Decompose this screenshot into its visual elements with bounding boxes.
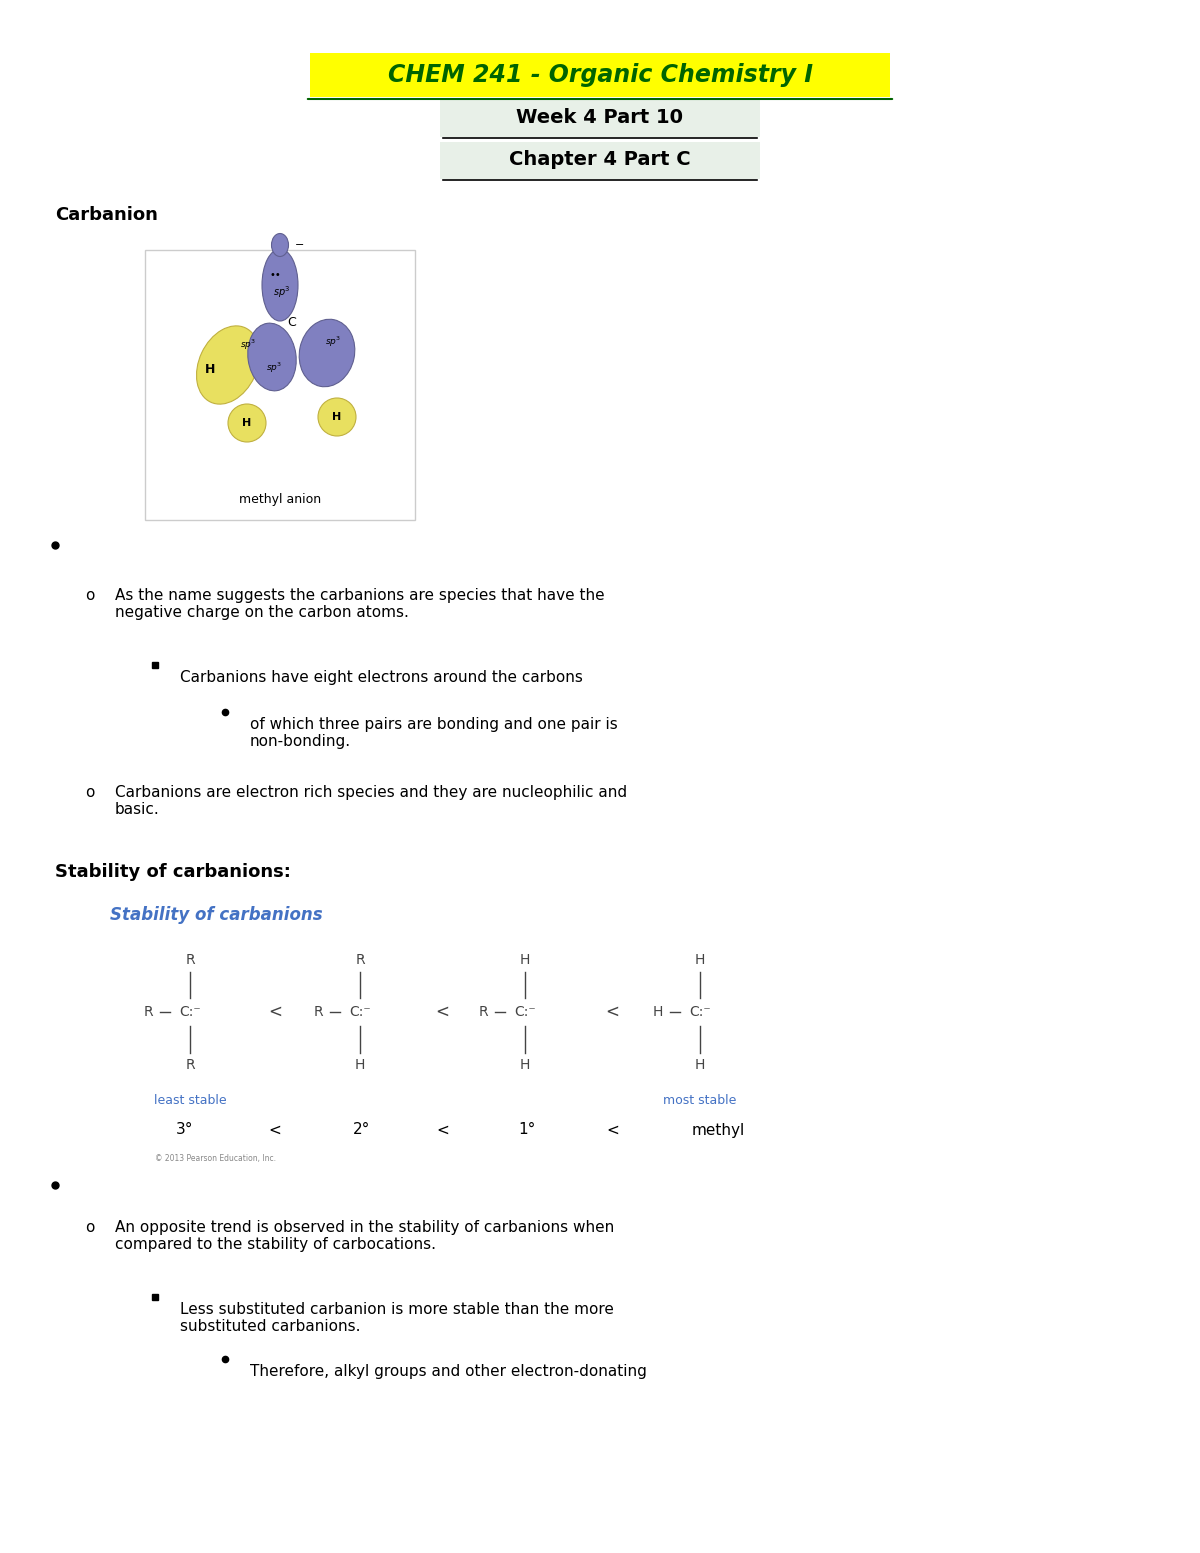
- Text: C:⁻: C:⁻: [514, 1005, 536, 1019]
- Text: 3°: 3°: [176, 1123, 193, 1137]
- Text: least stable: least stable: [154, 1093, 227, 1106]
- Ellipse shape: [247, 323, 296, 391]
- Text: C: C: [288, 317, 296, 329]
- Text: methyl anion: methyl anion: [239, 492, 322, 506]
- Text: $sp^3$: $sp^3$: [266, 360, 282, 376]
- Text: C:⁻: C:⁻: [689, 1005, 710, 1019]
- Text: R: R: [185, 954, 194, 968]
- Text: C:⁻: C:⁻: [349, 1005, 371, 1019]
- Text: <: <: [436, 1123, 449, 1137]
- Text: H: H: [520, 1058, 530, 1072]
- Text: <: <: [606, 1003, 619, 1020]
- Text: Carbanions have eight electrons around the carbons: Carbanions have eight electrons around t…: [180, 669, 583, 685]
- Text: <: <: [436, 1003, 450, 1020]
- Text: Carbanions are electron rich species and they are nucleophilic and
basic.: Carbanions are electron rich species and…: [115, 784, 628, 817]
- Text: C:⁻: C:⁻: [179, 1005, 200, 1019]
- Text: R: R: [478, 1005, 488, 1019]
- Text: most stable: most stable: [664, 1093, 737, 1106]
- Text: <: <: [268, 1003, 282, 1020]
- Text: R: R: [143, 1005, 152, 1019]
- Text: <: <: [269, 1123, 281, 1137]
- Text: H: H: [355, 1058, 365, 1072]
- Text: H: H: [205, 363, 215, 376]
- Ellipse shape: [197, 326, 259, 404]
- Ellipse shape: [318, 398, 356, 436]
- Text: $sp^3$: $sp^3$: [240, 339, 256, 353]
- Text: Therefore, alkyl groups and other electron-donating: Therefore, alkyl groups and other electr…: [250, 1364, 647, 1379]
- Ellipse shape: [271, 233, 288, 256]
- Text: 2°: 2°: [353, 1123, 371, 1137]
- Text: of which three pairs are bonding and one pair is
non-bonding.: of which three pairs are bonding and one…: [250, 717, 618, 750]
- Text: H: H: [653, 1005, 664, 1019]
- FancyBboxPatch shape: [440, 141, 760, 179]
- Text: H: H: [695, 1058, 706, 1072]
- Text: methyl: methyl: [691, 1123, 745, 1137]
- Ellipse shape: [228, 404, 266, 443]
- Text: 1°: 1°: [518, 1123, 535, 1137]
- Text: CHEM 241 - Organic Chemistry I: CHEM 241 - Organic Chemistry I: [388, 64, 812, 87]
- Text: R: R: [313, 1005, 323, 1019]
- Text: R: R: [355, 954, 365, 968]
- Text: Chapter 4 Part C: Chapter 4 Part C: [509, 151, 691, 169]
- Ellipse shape: [262, 248, 298, 321]
- Text: o: o: [85, 589, 95, 603]
- Text: o: o: [85, 1221, 95, 1235]
- Text: $sp^3$: $sp^3$: [274, 284, 290, 300]
- Text: An opposite trend is observed in the stability of carbanions when
compared to th: An opposite trend is observed in the sta…: [115, 1221, 614, 1252]
- Text: H: H: [520, 954, 530, 968]
- Text: −: −: [295, 241, 305, 250]
- FancyBboxPatch shape: [145, 250, 415, 520]
- Text: © 2013 Pearson Education, Inc.: © 2013 Pearson Education, Inc.: [155, 1154, 276, 1163]
- Text: ••: ••: [269, 270, 281, 280]
- Text: H: H: [332, 412, 342, 422]
- Text: Carbanion: Carbanion: [55, 207, 158, 224]
- Text: Stability of carbanions:: Stability of carbanions:: [55, 863, 290, 881]
- FancyBboxPatch shape: [310, 53, 890, 96]
- Ellipse shape: [299, 320, 355, 387]
- FancyBboxPatch shape: [440, 99, 760, 137]
- Text: Stability of carbanions: Stability of carbanions: [110, 905, 323, 924]
- Text: Week 4 Part 10: Week 4 Part 10: [516, 109, 684, 127]
- Text: $sp^3$: $sp^3$: [325, 335, 341, 349]
- Text: Less substituted carbanion is more stable than the more
substituted carbanions.: Less substituted carbanion is more stabl…: [180, 1301, 614, 1334]
- Text: H: H: [242, 418, 252, 429]
- Text: R: R: [185, 1058, 194, 1072]
- Text: <: <: [606, 1123, 619, 1137]
- Text: o: o: [85, 784, 95, 800]
- Text: As the name suggests the carbanions are species that have the
negative charge on: As the name suggests the carbanions are …: [115, 589, 605, 620]
- Text: H: H: [695, 954, 706, 968]
